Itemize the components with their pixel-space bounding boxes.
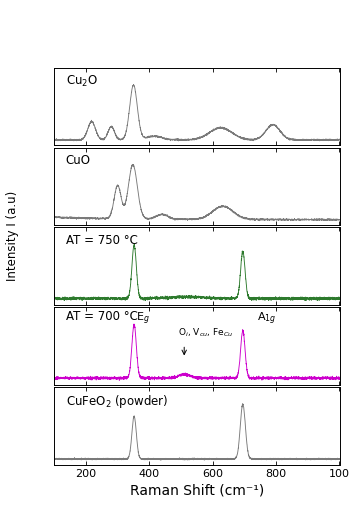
Text: E$_g$: E$_g$ [135, 310, 149, 327]
X-axis label: Raman Shift (cm⁻¹): Raman Shift (cm⁻¹) [130, 484, 264, 498]
Text: O$_i$, V$_{cu}$, Fe$_{Cu}$: O$_i$, V$_{cu}$, Fe$_{Cu}$ [178, 327, 234, 339]
Text: AT = 750 °C: AT = 750 °C [66, 234, 138, 247]
Text: CuFeO$_2$ (powder): CuFeO$_2$ (powder) [66, 393, 168, 410]
Text: Cu$_2$O: Cu$_2$O [66, 74, 98, 89]
Text: AT = 700 °C: AT = 700 °C [66, 310, 138, 323]
Text: A$_{1g}$: A$_{1g}$ [257, 310, 276, 327]
Text: CuO: CuO [66, 154, 91, 167]
Text: Intensity I (a.u): Intensity I (a.u) [6, 191, 19, 281]
